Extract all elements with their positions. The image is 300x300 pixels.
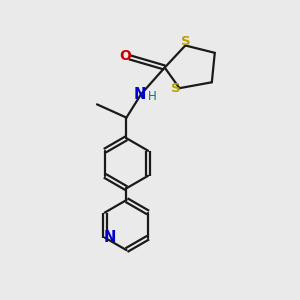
Text: O: O <box>119 49 131 63</box>
Text: S: S <box>181 35 190 48</box>
Text: S: S <box>171 82 181 95</box>
Text: H: H <box>148 90 157 103</box>
Text: N: N <box>134 87 146 102</box>
Text: N: N <box>104 230 116 245</box>
